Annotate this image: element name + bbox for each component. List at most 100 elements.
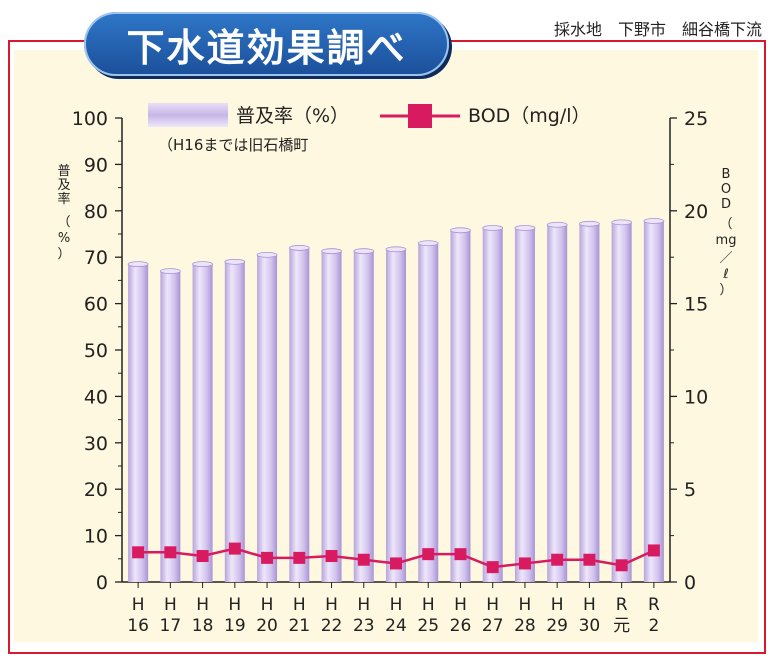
bod-marker <box>261 551 274 564</box>
x-tick-label-year: 25 <box>417 616 439 636</box>
right-tick-label: 10 <box>684 386 708 408</box>
coverage-bar-cap <box>127 261 149 268</box>
bod-marker <box>325 550 338 563</box>
x-tick-label-year: 21 <box>288 616 310 636</box>
coverage-bar <box>450 230 471 582</box>
coverage-bar <box>418 243 439 582</box>
right-tick-label: 15 <box>684 294 708 316</box>
x-tick-label-year: 26 <box>450 616 472 636</box>
coverage-bar <box>611 222 632 582</box>
coverage-bar-cap <box>224 258 246 265</box>
right-axis-title-char: B <box>722 167 731 182</box>
right-axis-title-char: mg <box>716 233 737 248</box>
x-tick-label-era: H <box>486 595 499 615</box>
coverage-bar-cap <box>546 221 568 228</box>
coverage-bar <box>257 254 278 582</box>
x-tick-label-era: H <box>390 595 403 615</box>
left-tick-label: 100 <box>72 108 108 130</box>
x-tick-label-year: 元 <box>613 616 630 636</box>
right-tick-label: 25 <box>684 108 708 130</box>
x-tick-label-year: 29 <box>546 616 568 636</box>
right-axis-title-char: O <box>721 182 731 197</box>
left-axis-title-char: 普 <box>57 164 70 179</box>
x-tick-label-era: H <box>261 595 274 615</box>
coverage-bar <box>160 271 181 582</box>
bod-marker <box>390 557 402 570</box>
x-tick-label-era: R <box>648 595 660 615</box>
bod-marker <box>518 557 531 570</box>
right-axis-title-char: D <box>721 197 731 212</box>
bod-marker <box>486 561 499 574</box>
coverage-bar-cap <box>450 227 471 234</box>
bod-marker <box>583 553 596 566</box>
coverage-bar-cap <box>643 218 665 224</box>
x-tick-label-year: 19 <box>224 616 246 636</box>
coverage-bar <box>547 224 568 582</box>
bod-marker <box>422 548 435 561</box>
coverage-bar-cap <box>417 240 439 247</box>
coverage-bar <box>289 247 310 583</box>
bod-marker <box>357 553 370 566</box>
left-tick-label: 0 <box>96 572 108 594</box>
x-tick-label-era: H <box>196 595 209 615</box>
x-tick-label-era: H <box>228 595 241 615</box>
left-tick-label: 50 <box>84 340 108 362</box>
x-tick-label-year: 23 <box>353 616 375 636</box>
axes: 0 10 20 30 40 50 60 70 80 90 100 0 5 10 15 20 25 <box>72 108 708 594</box>
x-tick-label-year: 17 <box>160 616 182 636</box>
coverage-bar-cap <box>385 246 407 253</box>
legend-line-label: BOD（mg/l） <box>468 105 591 127</box>
coverage-bar <box>482 227 503 582</box>
left-tick-label: 20 <box>84 479 108 501</box>
x-tick-label-year: 20 <box>256 616 278 636</box>
left-axis-title-char: （ <box>57 215 70 230</box>
coverage-bar-cap <box>288 245 310 251</box>
coverage-bar-cap <box>514 225 536 231</box>
coverage-bar <box>579 223 600 583</box>
bod-marker <box>454 548 467 561</box>
coverage-bar-cap <box>192 261 213 268</box>
left-tick-label: 10 <box>84 526 108 548</box>
right-axis-title-char: ／ <box>719 251 732 266</box>
x-tick-label-year: 28 <box>514 616 536 636</box>
right-axis-title-char: （ <box>719 217 732 232</box>
x-tick-label-era: H <box>454 595 467 615</box>
coverage-bar-cap <box>159 268 181 275</box>
coverage-bar <box>386 249 406 582</box>
right-tick-label: 20 <box>684 201 708 223</box>
x-tick-label-year: 22 <box>321 616 343 636</box>
coverage-bar <box>321 251 342 582</box>
bod-marker <box>164 546 177 559</box>
coverage-bar-cap <box>579 220 600 227</box>
coverage-bar <box>128 264 149 582</box>
bod-marker <box>551 553 564 566</box>
coverage-bar-cap <box>321 248 342 255</box>
right-axis-title-char: ） <box>719 283 732 298</box>
x-tick-label-era: H <box>325 595 338 615</box>
bar-series <box>127 218 665 583</box>
legend-bar-label: 普及率（%） <box>236 105 349 127</box>
x-tick-label-era: H <box>357 595 370 615</box>
title-badge: 下水道効果調べ <box>84 12 449 76</box>
x-tick-label-year: 16 <box>127 616 149 636</box>
x-tick-label-year: 27 <box>482 616 504 636</box>
legend: 普及率（%） （H16までは旧石橋町 BOD（mg/l） <box>148 103 591 154</box>
x-tick-label-year: 18 <box>192 616 214 636</box>
bod-marker <box>647 544 660 557</box>
right-tick-label: 5 <box>684 479 696 501</box>
x-tick-label-era: H <box>422 595 435 615</box>
coverage-bar-cap <box>256 251 278 258</box>
bod-line-series <box>132 542 660 574</box>
coverage-bar <box>224 261 245 582</box>
left-tick-label: 30 <box>84 433 108 455</box>
x-tick-label-era: H <box>164 595 177 615</box>
left-tick-label: 40 <box>84 386 108 408</box>
x-tick-label-era: H <box>583 595 596 615</box>
bod-marker <box>293 551 306 564</box>
x-tick-label-era: H <box>519 595 532 615</box>
coverage-bar <box>514 227 535 582</box>
legend-line-marker <box>408 104 432 128</box>
x-tick-label-year: 2 <box>648 616 659 636</box>
coverage-bar <box>353 251 374 582</box>
